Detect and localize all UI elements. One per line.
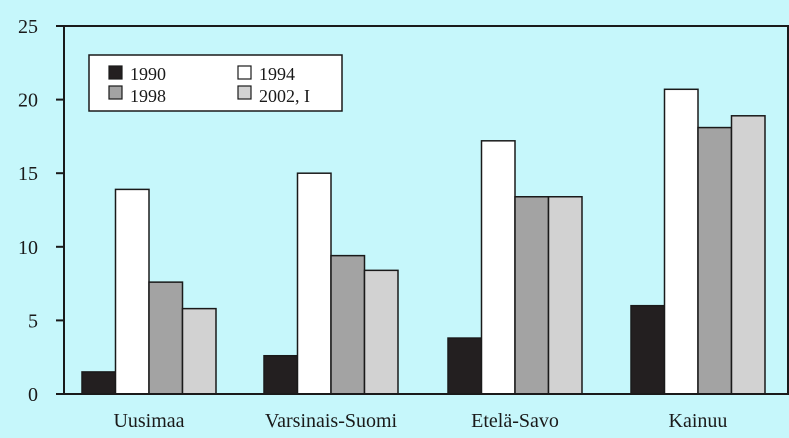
bar-2002-I-2	[547, 196, 583, 395]
y-axis-ticks: 0 5 10 15 20 25	[18, 16, 64, 406]
legend-swatch-3	[237, 85, 252, 100]
bar-1994-2	[480, 140, 516, 395]
legend-swatch-2	[108, 85, 123, 100]
category-label-1: Varsinais-Suomi	[265, 410, 398, 432]
category-label-0: Uusimaa	[113, 410, 184, 432]
bar-2002-I-0	[181, 307, 217, 395]
y-tick-label-5: 25	[18, 16, 38, 38]
bar-1994-1	[296, 172, 332, 395]
legend: 1990 1994 1998 2002, I	[88, 54, 343, 112]
legend-label-3: 2002, I	[259, 86, 310, 106]
bar-1994-0	[114, 188, 150, 395]
bar-1994-3	[663, 88, 699, 395]
bar-1990-1	[263, 354, 299, 395]
y-tick-label-3: 15	[18, 163, 38, 185]
y-tick-label-4: 20	[18, 90, 38, 112]
bar-1990-3	[630, 304, 666, 395]
legend-swatch-0	[108, 65, 123, 80]
legend-box	[88, 54, 343, 112]
bar-1998-0	[148, 281, 184, 395]
bar-1998-1	[330, 254, 366, 395]
bar-1990-0	[81, 371, 117, 395]
bar-2002-I-1	[363, 269, 399, 395]
y-tick-label-2: 10	[18, 237, 38, 259]
bars	[81, 88, 766, 395]
bar-1998-2	[514, 196, 550, 395]
bar-1990-2	[447, 337, 483, 395]
y-tick-label-0: 0	[28, 384, 38, 406]
x-axis-categories: Uusimaa Varsinais-Suomi Etelä-Savo Kainuu	[113, 410, 727, 432]
y-tick-label-1: 5	[28, 310, 38, 332]
bar-1998-3	[697, 126, 733, 395]
legend-label-2: 1998	[130, 86, 166, 106]
category-label-2: Etelä-Savo	[471, 410, 559, 432]
bar-2002-I-3	[730, 115, 766, 395]
legend-label-1: 1994	[259, 64, 295, 84]
category-label-3: Kainuu	[669, 410, 728, 432]
legend-swatch-1	[237, 65, 252, 80]
legend-label-0: 1990	[130, 64, 166, 84]
